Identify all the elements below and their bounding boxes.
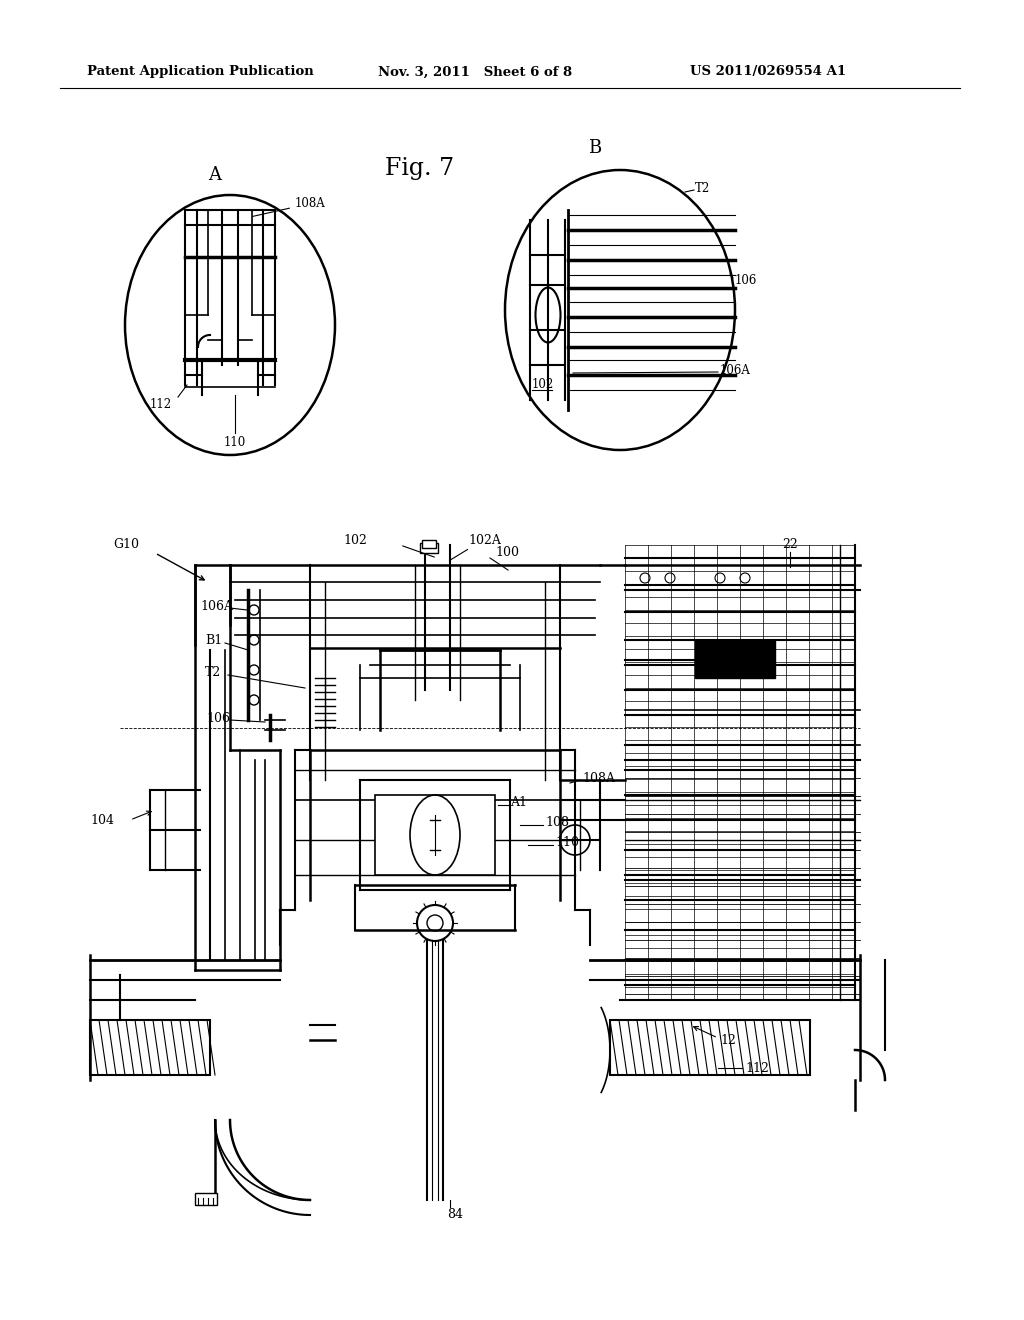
Bar: [422, 540, 436, 548]
Text: 108A: 108A: [253, 197, 326, 216]
Text: 110: 110: [224, 437, 246, 450]
Bar: [90, 1020, 210, 1074]
Text: B1: B1: [205, 634, 222, 647]
Text: 108A: 108A: [582, 771, 615, 784]
Bar: [195, 1193, 217, 1205]
Text: 102: 102: [343, 533, 367, 546]
Bar: [375, 795, 495, 875]
Text: 108: 108: [545, 817, 569, 829]
Text: Fig. 7: Fig. 7: [385, 157, 455, 180]
Ellipse shape: [505, 170, 735, 450]
Text: 112: 112: [150, 399, 172, 412]
Text: 112: 112: [745, 1061, 769, 1074]
Text: 106A: 106A: [200, 599, 233, 612]
Bar: [625, 545, 855, 1001]
Text: 106: 106: [206, 711, 230, 725]
Text: T2: T2: [205, 665, 221, 678]
Bar: [610, 1020, 810, 1074]
Bar: [695, 640, 775, 678]
Text: A1: A1: [510, 796, 527, 808]
Text: Nov. 3, 2011   Sheet 6 of 8: Nov. 3, 2011 Sheet 6 of 8: [378, 66, 572, 78]
Text: 106A: 106A: [720, 363, 751, 376]
Text: US 2011/0269554 A1: US 2011/0269554 A1: [690, 66, 846, 78]
Text: 104: 104: [90, 813, 114, 826]
Text: 102A: 102A: [468, 533, 501, 546]
Text: Patent Application Publication: Patent Application Publication: [87, 66, 313, 78]
Text: 84: 84: [447, 1209, 463, 1221]
Text: A: A: [209, 166, 221, 183]
Text: 102: 102: [532, 379, 554, 392]
Bar: [420, 543, 438, 553]
Text: B: B: [589, 139, 602, 157]
Text: 106: 106: [735, 273, 758, 286]
Text: 22: 22: [782, 539, 798, 552]
Text: 12: 12: [720, 1034, 736, 1047]
Text: T2: T2: [695, 181, 711, 194]
Text: 100: 100: [495, 546, 519, 560]
Ellipse shape: [125, 195, 335, 455]
Text: 110: 110: [555, 837, 579, 850]
Text: G10: G10: [113, 539, 139, 552]
